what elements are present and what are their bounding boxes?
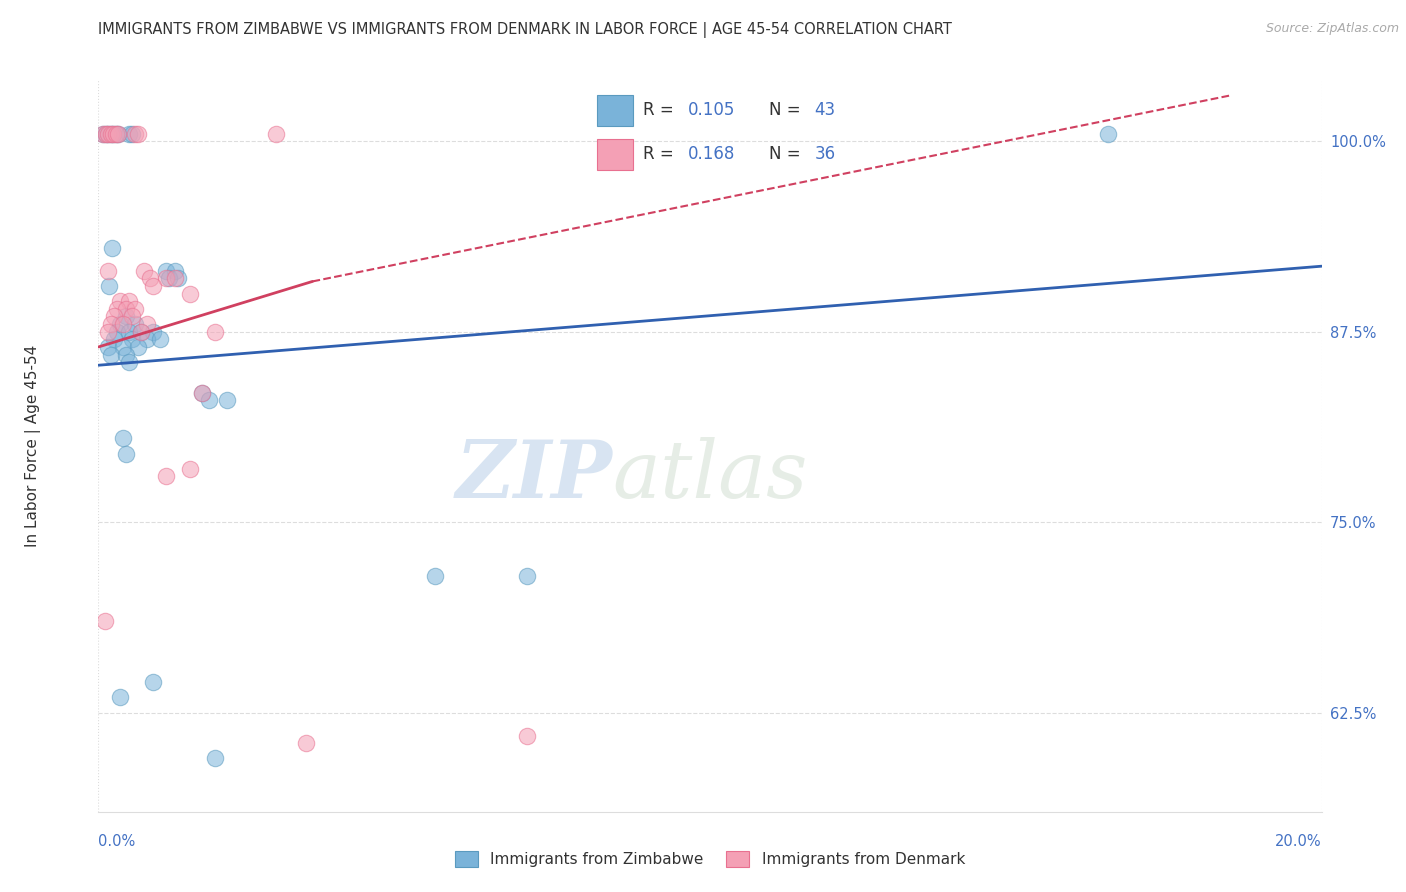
Point <box>136 332 159 346</box>
Point <box>100 127 122 141</box>
Point <box>115 447 138 461</box>
Point <box>139 271 162 285</box>
Point <box>100 127 122 141</box>
Point <box>103 332 125 346</box>
Point <box>121 310 143 324</box>
Point <box>155 271 177 285</box>
Point <box>191 385 214 400</box>
Text: ZIP: ZIP <box>456 436 612 514</box>
Point <box>97 340 120 354</box>
Point <box>94 127 117 141</box>
Point <box>157 271 180 285</box>
Point <box>118 294 141 309</box>
Point <box>121 332 143 346</box>
Point <box>91 127 114 141</box>
Text: In Labor Force | Age 45-54: In Labor Force | Age 45-54 <box>25 345 41 547</box>
Point <box>215 393 238 408</box>
Point <box>264 127 287 141</box>
Point <box>191 385 214 400</box>
Point <box>136 317 159 331</box>
Point <box>134 264 156 278</box>
Point <box>105 325 128 339</box>
Point <box>129 325 152 339</box>
Point <box>104 127 127 141</box>
Point <box>124 317 146 331</box>
Point <box>104 127 127 141</box>
Point <box>115 348 138 362</box>
Point <box>155 264 177 278</box>
Point <box>155 469 177 483</box>
Point <box>108 690 131 705</box>
Point <box>111 317 134 331</box>
Point <box>98 279 121 293</box>
Point <box>108 294 131 309</box>
Point <box>179 462 201 476</box>
Point <box>163 264 186 278</box>
Point <box>516 568 538 582</box>
Point <box>115 310 138 324</box>
Point <box>142 675 165 690</box>
Point <box>129 325 152 339</box>
Point <box>100 348 122 362</box>
Point <box>108 317 131 331</box>
Point <box>1097 127 1119 141</box>
Point <box>115 301 138 316</box>
Point <box>121 127 143 141</box>
Point <box>149 332 172 346</box>
Point <box>97 127 120 141</box>
Point <box>204 325 226 339</box>
Legend: Immigrants from Zimbabwe, Immigrants from Denmark: Immigrants from Zimbabwe, Immigrants fro… <box>449 846 972 873</box>
Point <box>118 325 141 339</box>
Point <box>163 271 186 285</box>
Point <box>111 340 134 354</box>
Text: Source: ZipAtlas.com: Source: ZipAtlas.com <box>1265 22 1399 36</box>
Point <box>101 127 124 141</box>
Point <box>118 127 141 141</box>
Point <box>101 127 124 141</box>
Point <box>127 127 149 141</box>
Text: 20.0%: 20.0% <box>1275 834 1322 849</box>
Point <box>91 127 114 141</box>
Point <box>124 301 146 316</box>
Point <box>103 310 125 324</box>
Point <box>107 127 129 141</box>
Point <box>118 355 141 369</box>
Point <box>107 127 129 141</box>
Point <box>97 127 120 141</box>
Point <box>101 241 124 255</box>
Point <box>423 568 446 582</box>
Point <box>111 431 134 445</box>
Point <box>127 340 149 354</box>
Point <box>100 317 122 331</box>
Point <box>105 301 128 316</box>
Point <box>295 736 318 750</box>
Point <box>142 279 165 293</box>
Point <box>97 325 120 339</box>
Point <box>94 127 117 141</box>
Point <box>93 614 115 628</box>
Text: atlas: atlas <box>612 436 807 514</box>
Point <box>204 751 226 765</box>
Point <box>142 325 165 339</box>
Point <box>97 264 120 278</box>
Point <box>197 393 219 408</box>
Text: 0.0%: 0.0% <box>98 834 135 849</box>
Point <box>124 127 146 141</box>
Point <box>167 271 190 285</box>
Point <box>516 729 538 743</box>
Text: IMMIGRANTS FROM ZIMBABWE VS IMMIGRANTS FROM DENMARK IN LABOR FORCE | AGE 45-54 C: IMMIGRANTS FROM ZIMBABWE VS IMMIGRANTS F… <box>98 22 952 38</box>
Point <box>179 286 201 301</box>
